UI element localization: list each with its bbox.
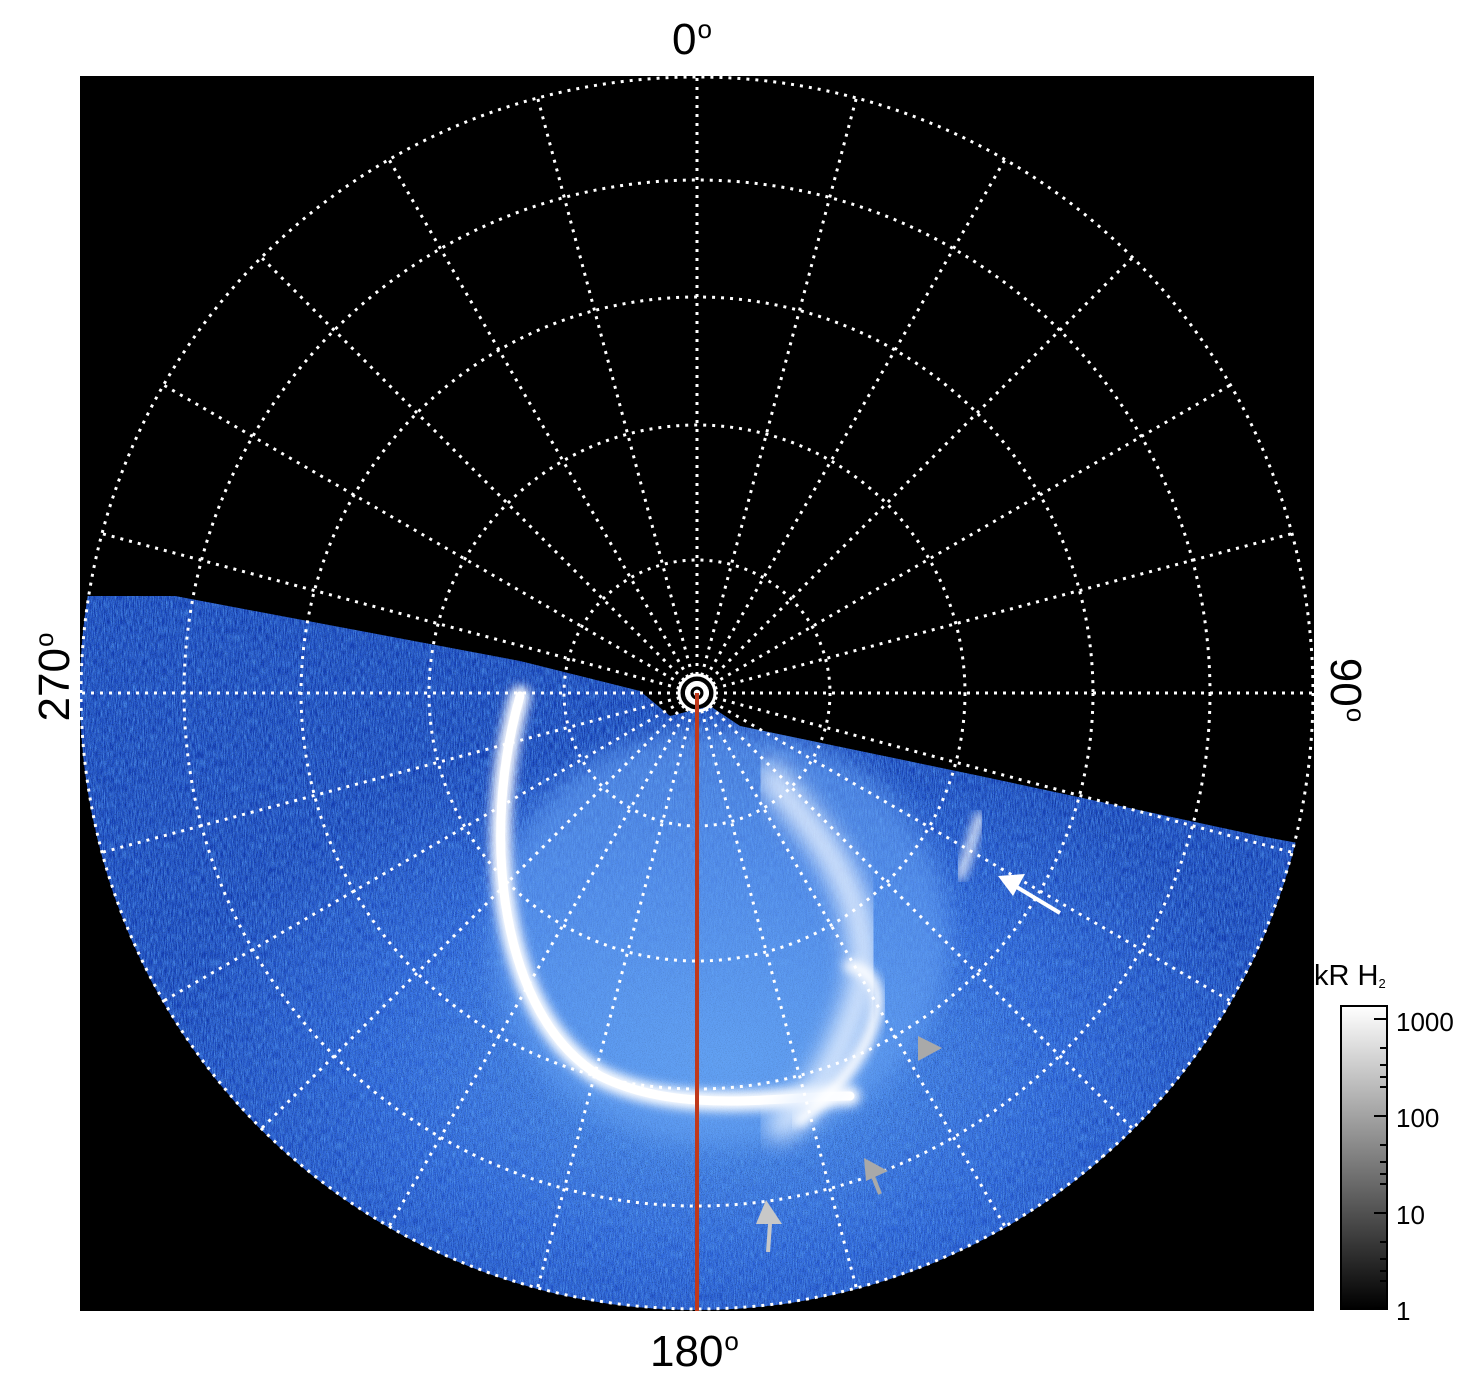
colorbar-tick-label: 1000 bbox=[1396, 1007, 1454, 1037]
angle-label-180: 180o bbox=[650, 1326, 739, 1376]
angle-label-90: 90o bbox=[1321, 657, 1371, 723]
colorbar-title: kR H2 bbox=[1314, 960, 1386, 992]
gray-arrow-2 bbox=[864, 1158, 888, 1195]
colorbar-ticks bbox=[1374, 1018, 1387, 1309]
colorbar bbox=[1340, 1005, 1388, 1310]
white-arrow bbox=[998, 874, 1062, 915]
colorbar-tick-label: 100 bbox=[1396, 1103, 1440, 1133]
angle-label-0: 0o bbox=[672, 14, 712, 64]
angle-label-270: 270o bbox=[29, 632, 79, 722]
colorbar-tick-label: 10 bbox=[1396, 1200, 1425, 1230]
gray-arrow-1 bbox=[918, 1036, 942, 1061]
gray-arrow-3 bbox=[756, 1200, 782, 1253]
dawn-arc bbox=[757, 763, 877, 1139]
colorbar-tick-label: 1 bbox=[1396, 1296, 1411, 1326]
polar-aurora-image bbox=[80, 76, 1314, 1311]
longitude-grid bbox=[81, 77, 1313, 1289]
